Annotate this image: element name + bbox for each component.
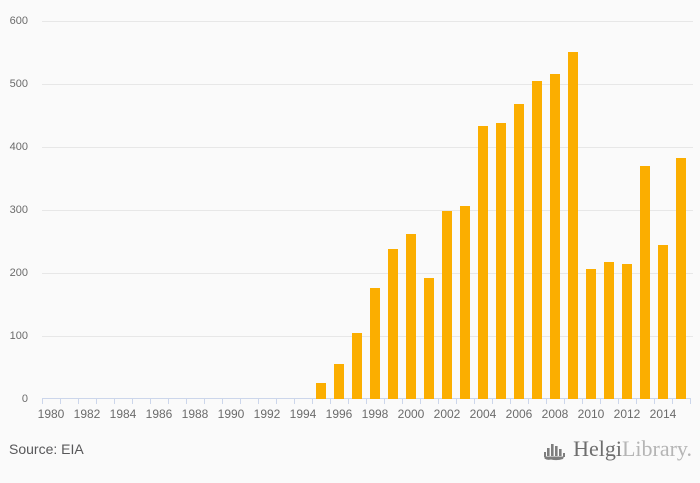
y-tick-label-300: 300: [9, 204, 28, 216]
x-axis-tick: [132, 399, 133, 404]
x-axis-tick: [240, 399, 241, 404]
chart-footer: Source: EIA HelgiLibrary.: [0, 430, 700, 483]
logo-text: HelgiLibrary.: [573, 436, 692, 462]
x-tick-label-2002: 2002: [433, 407, 461, 421]
bar-2005[interactable]: [496, 123, 506, 399]
x-axis-tick: [672, 399, 673, 404]
gridline-500: [42, 84, 693, 85]
y-tick-label-200: 200: [9, 267, 28, 279]
bar-2014[interactable]: [658, 244, 668, 399]
x-tick-label-1992: 1992: [253, 407, 281, 421]
x-axis-tick: [294, 399, 295, 404]
gridline-600: [42, 21, 693, 22]
x-axis-tick: [546, 399, 547, 404]
y-tick-label-400: 400: [9, 141, 28, 153]
x-tick-label-1986: 1986: [145, 407, 173, 421]
x-axis-tick: [600, 399, 601, 404]
bar-2010[interactable]: [586, 269, 596, 399]
y-tick-label-0: 0: [21, 393, 28, 405]
gridline-200: [42, 273, 693, 274]
x-axis-tick: [204, 399, 205, 404]
x-axis-tick: [114, 399, 115, 404]
bar-2006[interactable]: [514, 104, 524, 399]
x-tick-label-1994: 1994: [289, 407, 317, 421]
x-axis-tick: [330, 399, 331, 404]
bar-1998[interactable]: [370, 288, 380, 399]
x-tick-label-2006: 2006: [505, 407, 533, 421]
x-axis-tick: [348, 399, 349, 404]
y-tick-label-100: 100: [9, 330, 28, 342]
x-axis-tick: [150, 399, 151, 404]
bar-2003[interactable]: [460, 206, 470, 399]
x-tick-label-1980: 1980: [37, 407, 65, 421]
x-axis-tick: [402, 399, 403, 404]
x-axis-tick: [78, 399, 79, 404]
source-label: Source: EIA: [9, 441, 84, 457]
x-axis-tick: [60, 399, 61, 404]
x-axis-tick: [438, 399, 439, 404]
x-axis-tick: [420, 399, 421, 404]
x-tick-label-2000: 2000: [397, 407, 425, 421]
bar-2001[interactable]: [424, 278, 434, 399]
x-axis-tick: [258, 399, 259, 404]
x-tick-label-2014: 2014: [649, 407, 677, 421]
y-tick-label-500: 500: [9, 78, 28, 90]
bar-2000[interactable]: [406, 233, 416, 399]
x-tick-label-1984: 1984: [109, 407, 137, 421]
x-axis-tick: [636, 399, 637, 404]
y-tick-label-600: 600: [9, 15, 28, 27]
x-axis-tick: [384, 399, 385, 404]
x-axis-tick: [168, 399, 169, 404]
x-tick-label-1996: 1996: [325, 407, 353, 421]
gridline-300: [42, 210, 693, 211]
bar-2008[interactable]: [550, 73, 560, 399]
x-axis-tick: [492, 399, 493, 404]
x-axis-tick: [510, 399, 511, 404]
x-axis-tick: [96, 399, 97, 404]
x-axis-line: [42, 398, 691, 399]
bar-2015[interactable]: [676, 158, 686, 399]
bar-2012[interactable]: [622, 263, 632, 399]
gridline-100: [42, 336, 693, 337]
x-tick-label-2008: 2008: [541, 407, 569, 421]
bar-1996[interactable]: [334, 364, 344, 399]
logo-text-helgi: Helgi: [573, 436, 622, 461]
bar-2013[interactable]: [640, 165, 650, 399]
bar-chart-logo-icon: [544, 444, 566, 461]
bar-2009[interactable]: [568, 51, 578, 399]
x-axis-tick: [456, 399, 457, 404]
x-axis-tick: [222, 399, 223, 404]
x-tick-label-1988: 1988: [181, 407, 209, 421]
x-axis-tick: [564, 399, 565, 404]
x-axis-tick: [654, 399, 655, 404]
x-axis-tick: [366, 399, 367, 404]
logo-text-library: Library.: [621, 436, 692, 461]
bar-1995[interactable]: [316, 383, 326, 399]
x-axis-tick: [528, 399, 529, 404]
bar-1999[interactable]: [388, 249, 398, 399]
plot-area: 0 100 200 300 400 500 600 1980 1982 1984 1986 1988 1…: [9, 15, 693, 421]
gridline-400: [42, 147, 693, 148]
x-axis-tick: [582, 399, 583, 404]
x-tick-label-1990: 1990: [217, 407, 245, 421]
x-tick-label-2004: 2004: [469, 407, 497, 421]
helgi-library-logo[interactable]: HelgiLibrary.: [543, 435, 692, 463]
x-tick-label-1982: 1982: [73, 407, 101, 421]
bar-2011[interactable]: [604, 262, 614, 399]
x-axis-tick: [474, 399, 475, 404]
x-tick-label-1998: 1998: [361, 407, 389, 421]
x-axis-tick: [186, 399, 187, 404]
x-axis-tick: [276, 399, 277, 404]
bar-2002[interactable]: [442, 211, 452, 399]
x-axis-tick: [42, 399, 43, 404]
x-axis-tick: [312, 399, 313, 404]
bar-2004[interactable]: [478, 125, 488, 399]
x-axis-tick: [690, 399, 691, 404]
bar-2007[interactable]: [532, 80, 542, 399]
x-tick-label-2012: 2012: [613, 407, 641, 421]
bar-1997[interactable]: [352, 333, 362, 399]
x-tick-label-2010: 2010: [577, 407, 605, 421]
x-axis-tick: [618, 399, 619, 404]
